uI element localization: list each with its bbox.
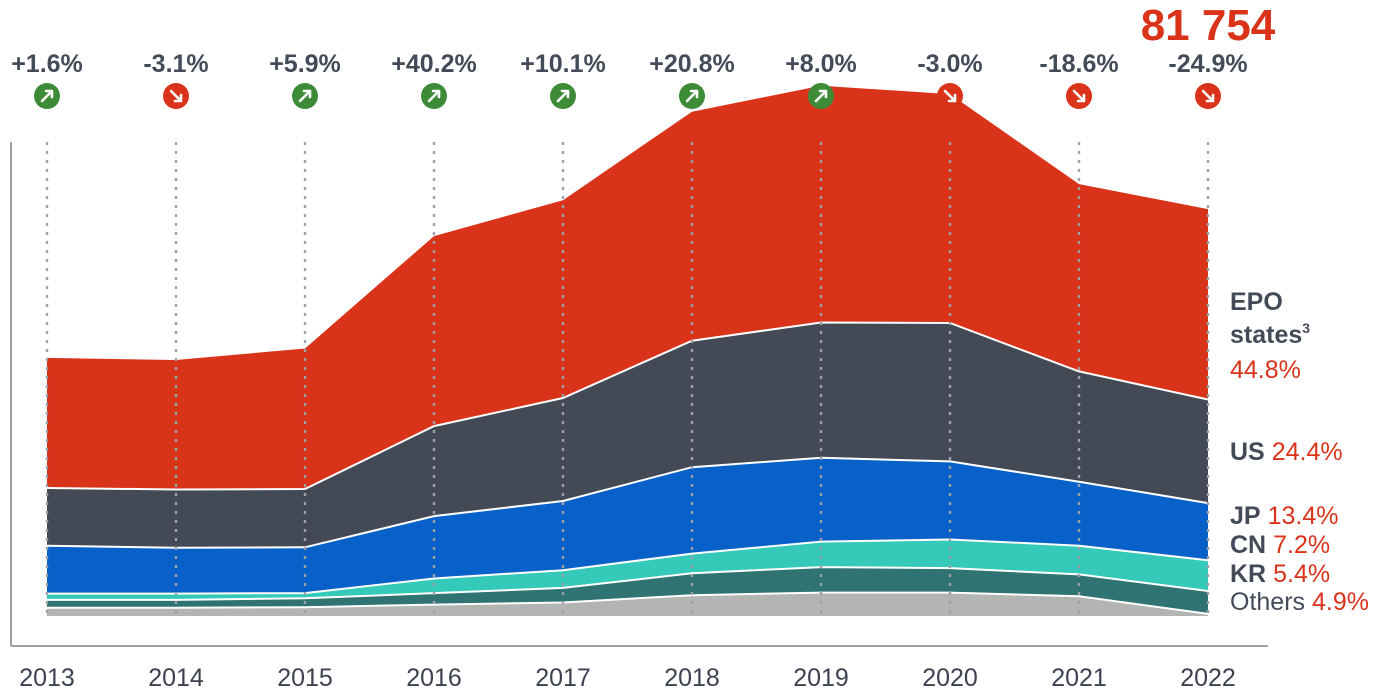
band-boundary-us xyxy=(46,321,1209,491)
legend-epo-name-line2: states3 xyxy=(1230,320,1310,349)
legend-others: Others 4.9% xyxy=(1230,588,1369,616)
area-epo-states xyxy=(47,85,1208,490)
legend-epo-name-line1: EPO xyxy=(1230,288,1283,316)
year-label-2013: 2013 xyxy=(19,664,75,692)
legend-others-name: Others xyxy=(1230,588,1305,616)
growth-label-2020: -3.0% xyxy=(917,50,982,78)
legend-cn-name: CN xyxy=(1230,531,1266,559)
legend-cn: CN 7.2% xyxy=(1230,531,1330,559)
growth-label-2016: +40.2% xyxy=(391,50,477,78)
band-boundary-kr xyxy=(47,566,1209,601)
legend-kr-share: 5.4% xyxy=(1273,560,1330,588)
arrow-up-right-icon xyxy=(550,83,576,109)
year-label-2021: 2021 xyxy=(1051,664,1107,692)
series-labels: EPO states3 44.8% US 24.4% JP 13.4%CN 7.2%KR 5.4… xyxy=(1230,288,1369,616)
growth-label-2014: -3.1% xyxy=(143,50,208,78)
legend-jp: JP 13.4% xyxy=(1230,502,1338,530)
total-value-label: 81 754 xyxy=(1141,1,1276,50)
area-jp xyxy=(47,457,1208,594)
legend-us-share: 24.4% xyxy=(1272,438,1343,466)
legend-jp-share: 13.4% xyxy=(1268,502,1339,530)
arrow-up-right-icon xyxy=(34,83,60,109)
year-label-2015: 2015 xyxy=(277,664,333,692)
arrow-down-right-icon xyxy=(937,83,963,109)
growth-indicators: +1.6% -3.1% +5.9% +40.2% +10.1% +20.8% +8.0% -3… xyxy=(11,50,1248,109)
band-boundary-cn xyxy=(47,538,1209,595)
year-label-2017: 2017 xyxy=(535,664,591,692)
x-axis-tick-labels: 2013 2014 2015 2016 2017 2018 2019 2020 2021 2022 xyxy=(19,664,1236,692)
growth-label-2017: +10.1% xyxy=(520,50,606,78)
year-label-2018: 2018 xyxy=(664,664,720,692)
area-others xyxy=(47,592,1208,616)
year-gridlines xyxy=(45,142,1210,616)
arrow-up-right-icon xyxy=(292,83,318,109)
band-boundary-jp xyxy=(46,456,1209,549)
arrow-up-right-icon xyxy=(679,83,705,109)
legend-jp-name: JP xyxy=(1230,502,1261,530)
area-us xyxy=(47,322,1208,548)
year-label-2014: 2014 xyxy=(148,664,204,692)
legend-epo-share: 44.8% xyxy=(1230,356,1301,384)
area-kr xyxy=(47,567,1208,614)
arrow-down-right-icon xyxy=(1195,83,1221,109)
legend-cn-share: 7.2% xyxy=(1273,531,1330,559)
growth-label-2013: +1.6% xyxy=(11,50,83,78)
growth-label-2018: +20.8% xyxy=(649,50,735,78)
arrow-up-right-icon xyxy=(808,83,834,109)
growth-label-2015: +5.9% xyxy=(269,50,341,78)
year-label-2020: 2020 xyxy=(922,664,978,692)
arrow-down-right-icon xyxy=(163,83,189,109)
area-cn xyxy=(47,539,1208,600)
arrow-up-right-icon xyxy=(421,83,447,109)
growth-label-2019: +8.0% xyxy=(785,50,857,78)
year-label-2016: 2016 xyxy=(406,664,462,692)
arrow-down-right-icon xyxy=(1066,83,1092,109)
growth-label-2022: -24.9% xyxy=(1168,50,1247,78)
legend-others-share: 4.9% xyxy=(1312,588,1369,616)
growth-label-2021: -18.6% xyxy=(1039,50,1118,78)
axes xyxy=(10,142,1268,647)
band-boundary-others xyxy=(47,591,1209,615)
legend-kr-name: KR xyxy=(1230,560,1266,588)
stacked-areas xyxy=(46,85,1209,616)
legend-us: US 24.4% xyxy=(1230,438,1343,466)
legend-us-name: US xyxy=(1230,438,1265,466)
year-label-2022: 2022 xyxy=(1180,664,1236,692)
legend-epo-footnote: 3 xyxy=(1302,320,1310,336)
year-label-2019: 2019 xyxy=(793,664,849,692)
legend-kr: KR 5.4% xyxy=(1230,560,1330,588)
